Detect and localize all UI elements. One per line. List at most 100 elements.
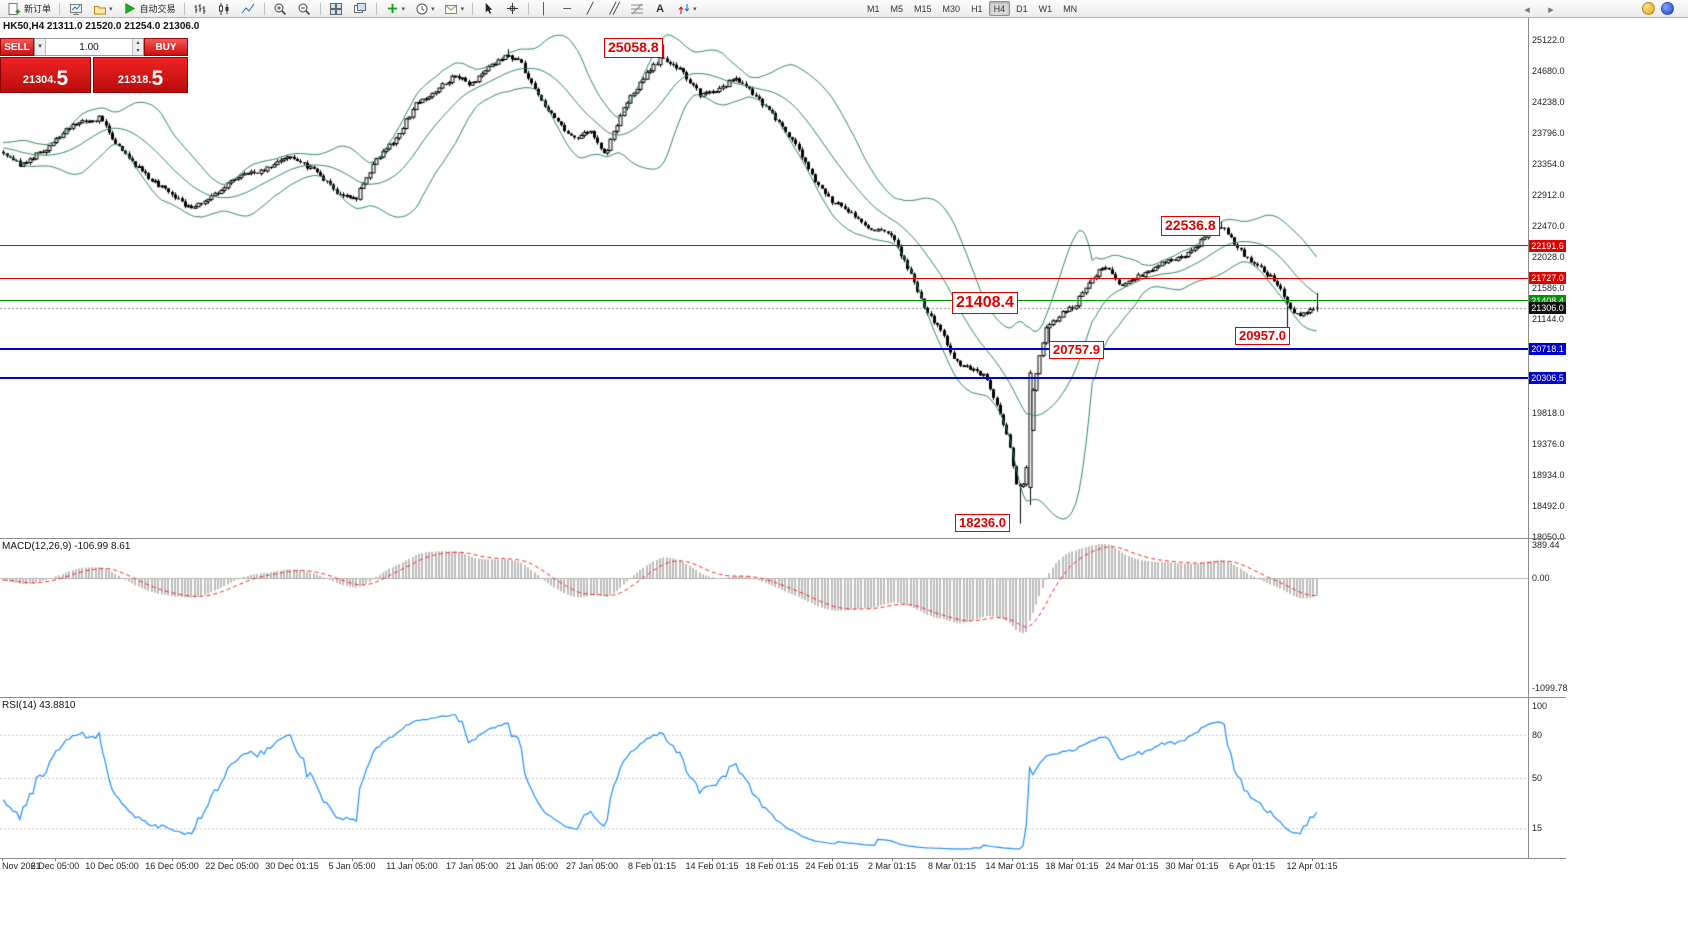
channel-tool[interactable]: ╱╱ bbox=[602, 1, 624, 17]
price-axis-label: 25122.0 bbox=[1532, 35, 1565, 45]
timeframe-mn[interactable]: MN bbox=[1063, 4, 1078, 14]
toolbar-separator bbox=[183, 2, 185, 15]
price-axis-label: 19818.0 bbox=[1532, 407, 1565, 418]
buy-price-button[interactable]: 21318. 5 bbox=[93, 57, 188, 93]
price-axis-label: 22912.0 bbox=[1532, 190, 1565, 201]
volume-value[interactable]: 1.00 bbox=[79, 41, 99, 53]
horizontal-level-line[interactable] bbox=[0, 377, 1528, 380]
rsi-label: RSI(14) 43.8810 bbox=[2, 700, 76, 711]
community-icon[interactable] bbox=[1642, 2, 1655, 15]
time-axis-label: 22 Dec 05:00 bbox=[205, 861, 259, 871]
price-annotation[interactable]: 21408.4 bbox=[952, 292, 1018, 314]
time-axis-tick bbox=[712, 858, 713, 861]
caret-down-icon: ▾ bbox=[401, 5, 406, 13]
line-chart-button[interactable] bbox=[237, 1, 260, 17]
buy-button[interactable]: BUY bbox=[144, 38, 188, 56]
fibonacci-tool[interactable] bbox=[625, 1, 648, 17]
horizontal-level-line[interactable] bbox=[0, 300, 1528, 302]
zoom-in-button[interactable] bbox=[269, 1, 292, 17]
zoom-out-icon bbox=[297, 1, 312, 16]
macd-indicator-canvas[interactable] bbox=[0, 539, 1528, 697]
toolbar-separator bbox=[472, 2, 474, 15]
trendline-tool[interactable]: ╱ bbox=[579, 1, 601, 17]
volume-up-icon[interactable]: ▴ bbox=[133, 39, 143, 47]
indicators-button[interactable]: ▾ bbox=[381, 1, 410, 17]
horizontal-line-tool[interactable]: ─ bbox=[556, 1, 578, 17]
scroll-right-button[interactable]: ▸ bbox=[1540, 1, 1562, 17]
template-envelope-icon bbox=[444, 1, 459, 16]
panel-splitter[interactable] bbox=[0, 697, 1566, 698]
add-indicator-icon bbox=[385, 1, 400, 16]
autotrading-button[interactable]: 自动交易 bbox=[118, 1, 180, 17]
profiles-button[interactable]: ▾ bbox=[88, 1, 117, 17]
new-chart-button[interactable] bbox=[64, 1, 87, 17]
timeframe-m30[interactable]: M30 bbox=[942, 4, 961, 14]
price-annotation[interactable]: 20957.0 bbox=[1235, 327, 1290, 346]
timeframe-m5[interactable]: M5 bbox=[890, 4, 904, 14]
time-axis-label: 27 Jan 05:00 bbox=[565, 861, 619, 871]
volume-dropdown-icon[interactable]: ▾ bbox=[35, 39, 46, 55]
horizontal-level-line[interactable] bbox=[0, 245, 1528, 247]
bar-chart-button[interactable] bbox=[189, 1, 212, 17]
buy-price-main: 21318. bbox=[117, 74, 152, 86]
panel-splitter[interactable] bbox=[0, 858, 1566, 859]
time-axis-tick bbox=[412, 858, 413, 861]
toolbar-separator bbox=[319, 2, 321, 15]
cascade-windows-button[interactable] bbox=[349, 1, 372, 17]
horizontal-level-line[interactable] bbox=[0, 348, 1528, 351]
time-axis-label: 2 Mar 01:15 bbox=[867, 861, 917, 871]
time-axis-label: 8 Mar 01:15 bbox=[927, 861, 977, 871]
tile-windows-icon bbox=[329, 1, 344, 16]
time-axis-tick bbox=[892, 858, 893, 861]
timeframe-h1[interactable]: H1 bbox=[971, 4, 983, 14]
horizontal-line-icon: ─ bbox=[563, 2, 571, 15]
toolbar-right-small-group: ◂ ▸ bbox=[1516, 1, 1562, 17]
price-annotation[interactable]: 22536.8 bbox=[1161, 216, 1220, 236]
account-icon[interactable] bbox=[1661, 2, 1674, 15]
price-axis-label: 21144.0 bbox=[1532, 314, 1564, 325]
volume-down-icon[interactable]: ▾ bbox=[133, 47, 143, 55]
timeframe-h4[interactable]: H4 bbox=[988, 1, 1011, 16]
price-annotation[interactable]: 20757.9 bbox=[1049, 341, 1104, 360]
text-tool-icon: A bbox=[656, 2, 665, 15]
timeframe-d1[interactable]: D1 bbox=[1016, 4, 1028, 14]
timeframe-m1[interactable]: M1 bbox=[867, 4, 880, 14]
scroll-left-button[interactable]: ◂ bbox=[1516, 1, 1538, 17]
time-axis-label: 21 Jan 05:00 bbox=[505, 861, 559, 871]
time-axis-label: 6 Apr 01:15 bbox=[1228, 861, 1276, 871]
panel-splitter[interactable] bbox=[0, 538, 1566, 539]
volume-stepper: ▴ ▾ bbox=[132, 39, 143, 55]
arrows-tool[interactable]: ▾ bbox=[672, 1, 701, 17]
time-axis-label: 24 Mar 01:15 bbox=[1105, 861, 1159, 871]
toolbar-separator bbox=[528, 2, 530, 15]
price-axis-label: 22470.0 bbox=[1532, 221, 1565, 232]
volume-field[interactable]: ▾ 1.00 ▴ ▾ bbox=[34, 38, 144, 56]
sell-price-button[interactable]: 21304. 5 bbox=[0, 57, 91, 93]
new-order-button[interactable]: 新订单 bbox=[2, 1, 55, 17]
time-axis-label: 10 Dec 05:00 bbox=[85, 861, 139, 871]
text-tool[interactable]: A bbox=[649, 1, 671, 17]
time-axis-label: 18 Feb 01:15 bbox=[745, 861, 799, 871]
tile-windows-button[interactable] bbox=[325, 1, 348, 17]
trendline-icon: ╱ bbox=[586, 3, 594, 15]
price-annotation[interactable]: 25058.8 bbox=[604, 38, 663, 58]
zoom-out-button[interactable] bbox=[293, 1, 316, 17]
zoom-in-icon bbox=[273, 1, 288, 16]
time-axis-label: 12 Apr 01:15 bbox=[1286, 861, 1338, 871]
timeframe-w1[interactable]: W1 bbox=[1038, 4, 1053, 14]
time-axis-tick bbox=[1312, 858, 1313, 861]
horizontal-level-line[interactable] bbox=[0, 277, 1528, 279]
cursor-tool-button[interactable] bbox=[477, 1, 500, 17]
rsi-indicator-canvas[interactable] bbox=[0, 698, 1528, 858]
sell-button[interactable]: SELL bbox=[0, 38, 34, 56]
price-axis-label: 18492.0 bbox=[1532, 500, 1565, 511]
rsi-scale-label: 100 bbox=[1532, 701, 1548, 711]
candlestick-chart-button[interactable] bbox=[213, 1, 236, 17]
time-axis-label: 11 Jan 05:00 bbox=[386, 861, 438, 871]
periods-button[interactable]: ▾ bbox=[410, 1, 439, 17]
templates-button[interactable]: ▾ bbox=[440, 1, 469, 17]
crosshair-tool-button[interactable] bbox=[501, 1, 524, 17]
timeframe-m15[interactable]: M15 bbox=[914, 4, 932, 14]
vertical-line-tool[interactable]: │ bbox=[533, 1, 555, 17]
price-annotation[interactable]: 18236.0 bbox=[955, 514, 1010, 533]
